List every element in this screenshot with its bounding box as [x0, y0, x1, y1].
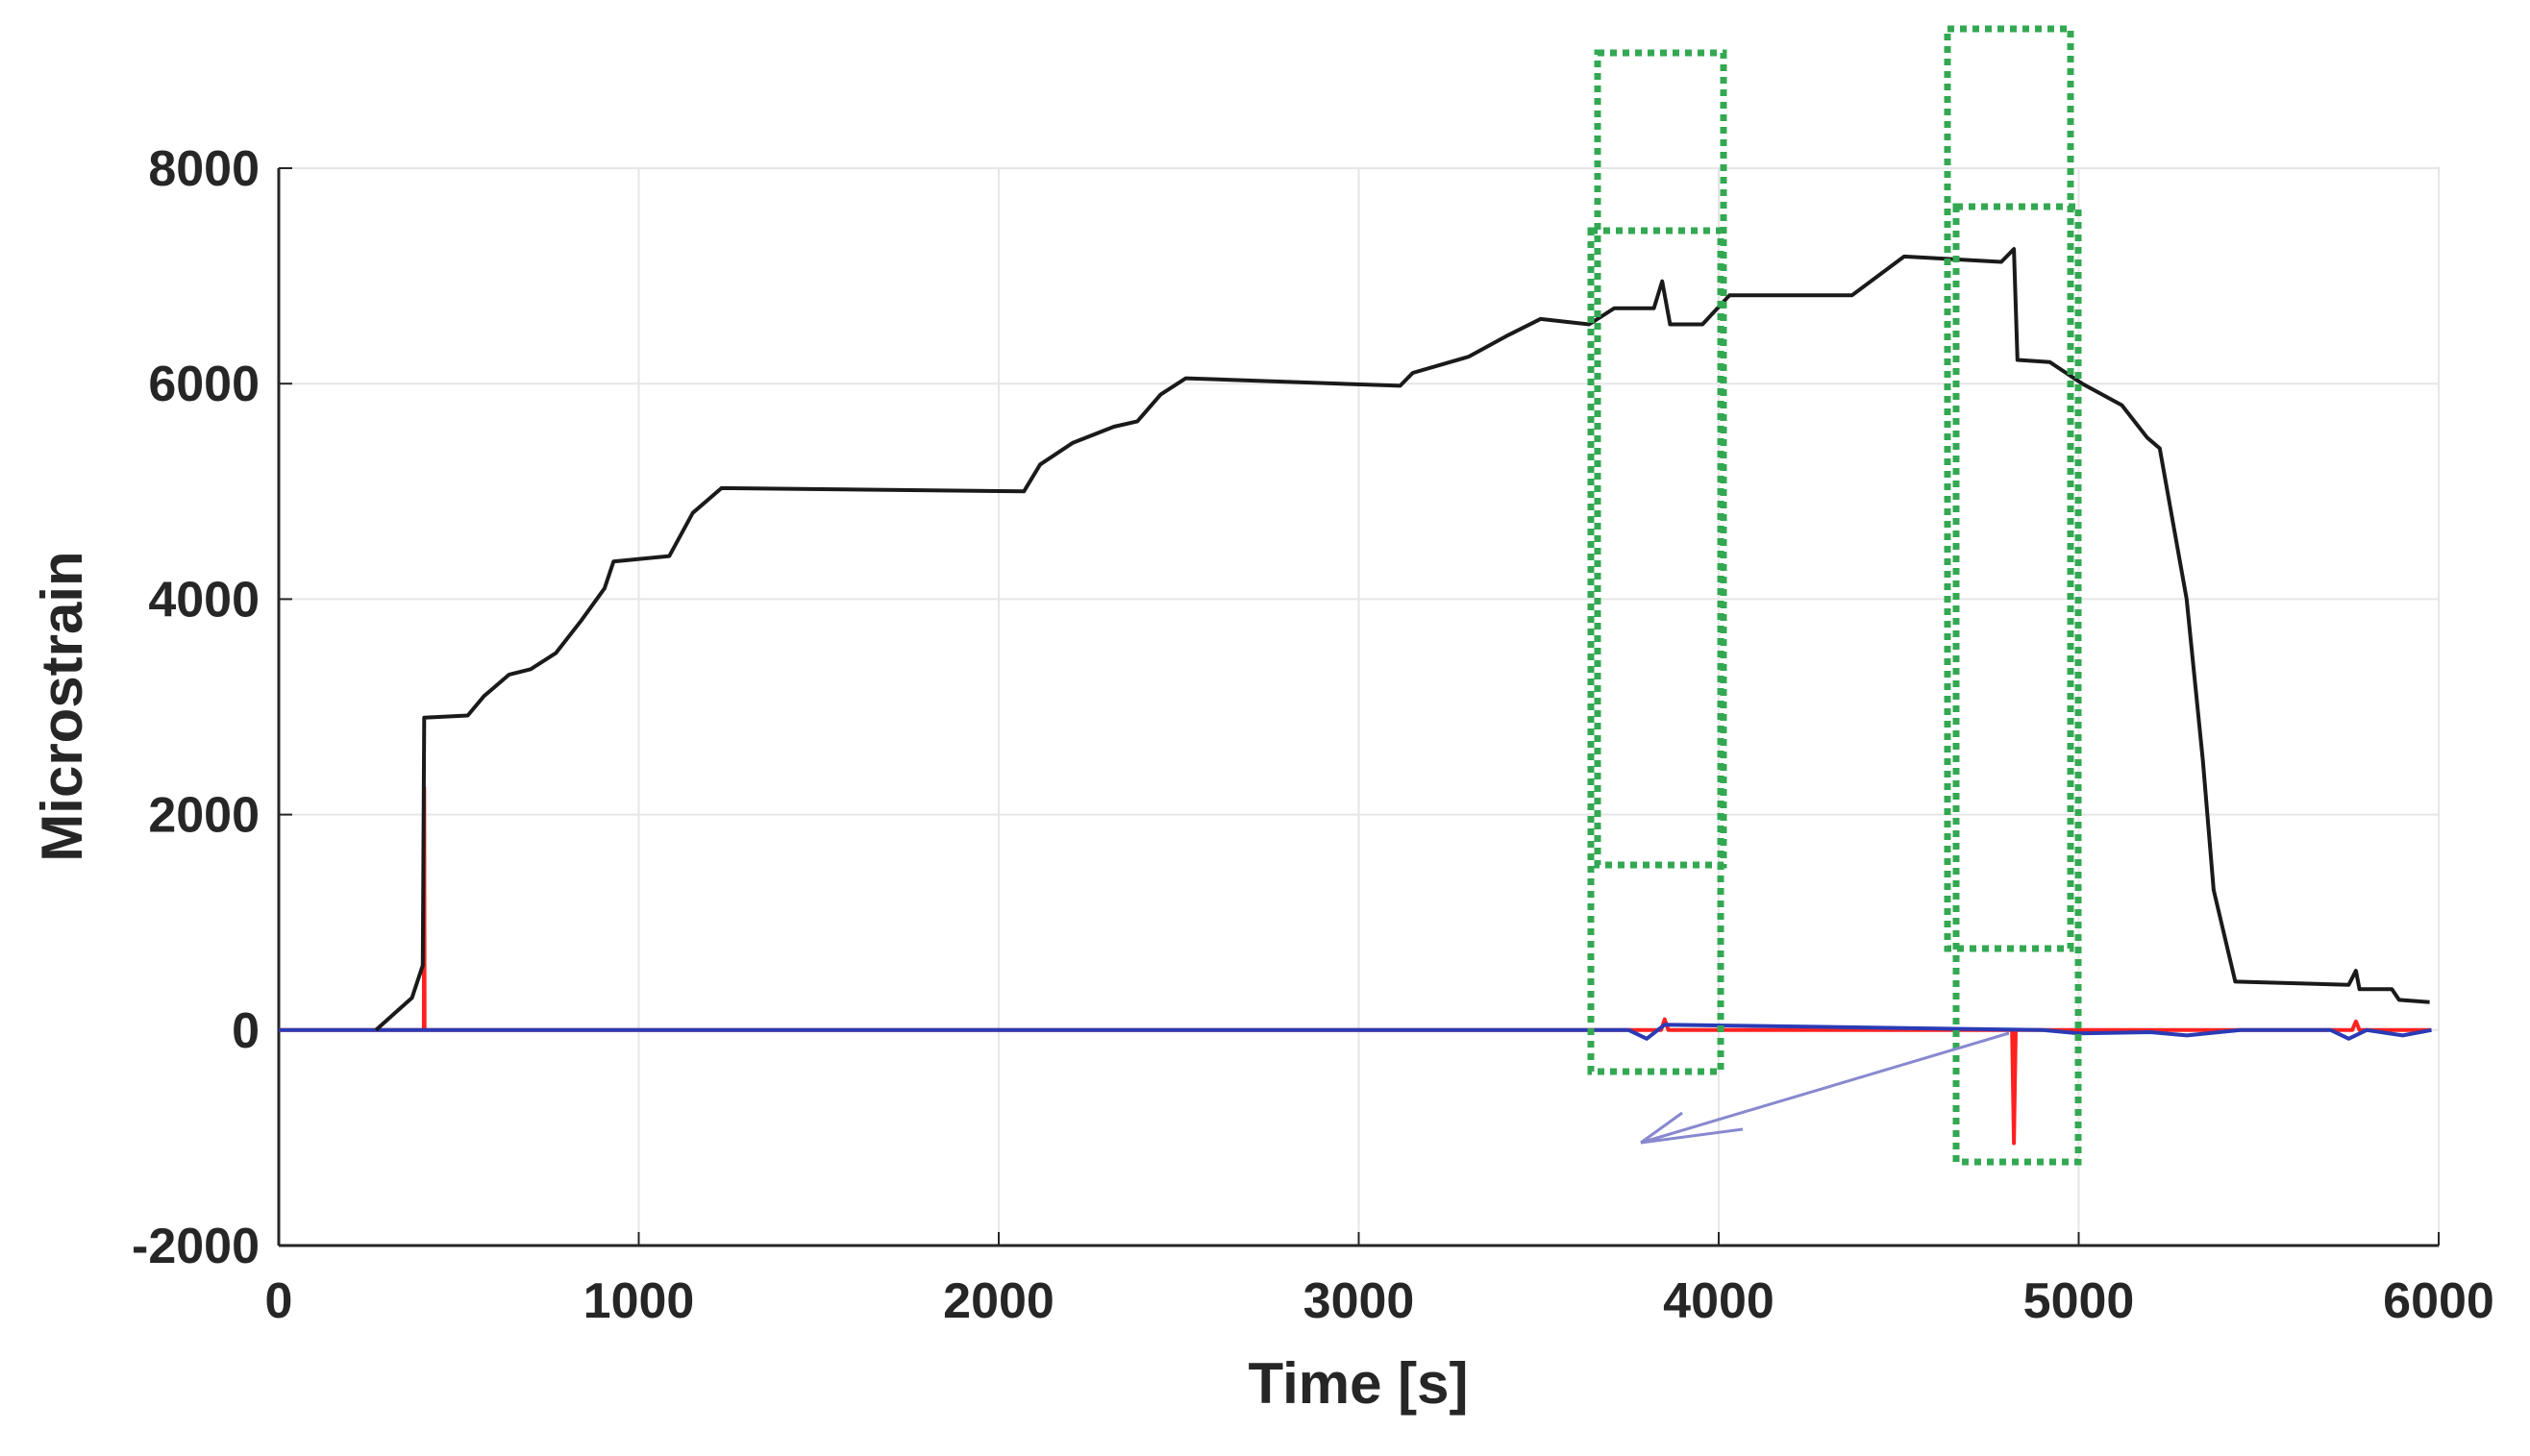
arrow [1640, 1031, 2010, 1145]
series-line [374, 247, 2430, 1032]
x-tick-label: 2000 [943, 1273, 1054, 1329]
x-tick-label: 3000 [1303, 1273, 1415, 1329]
highlight-box [1587, 227, 1724, 1075]
annotations [1587, 25, 2082, 1166]
x-axis-label: Time [s] [1249, 1351, 1469, 1416]
y-tick-label: 2000 [148, 788, 260, 844]
x-tick-label: 4000 [1663, 1273, 1774, 1329]
x-tick-label: 1000 [583, 1273, 695, 1329]
x-tick-label: 6000 [2383, 1273, 2494, 1329]
x-tick-label: 0 [265, 1273, 293, 1329]
y-axis-label: Microstrain [30, 551, 94, 861]
y-tick-label: 8000 [148, 141, 260, 197]
highlight-box [1952, 203, 2082, 1166]
y-tick-label: 6000 [148, 357, 260, 412]
x-tick-label: 5000 [2023, 1273, 2135, 1329]
highlight-box [1594, 49, 1727, 869]
y-tick-label: -2000 [132, 1219, 260, 1274]
series-line [279, 1023, 2432, 1041]
highlight-box [1944, 25, 2074, 952]
y-tick-label: 4000 [148, 572, 260, 628]
y-tick-label: 0 [232, 1003, 260, 1059]
